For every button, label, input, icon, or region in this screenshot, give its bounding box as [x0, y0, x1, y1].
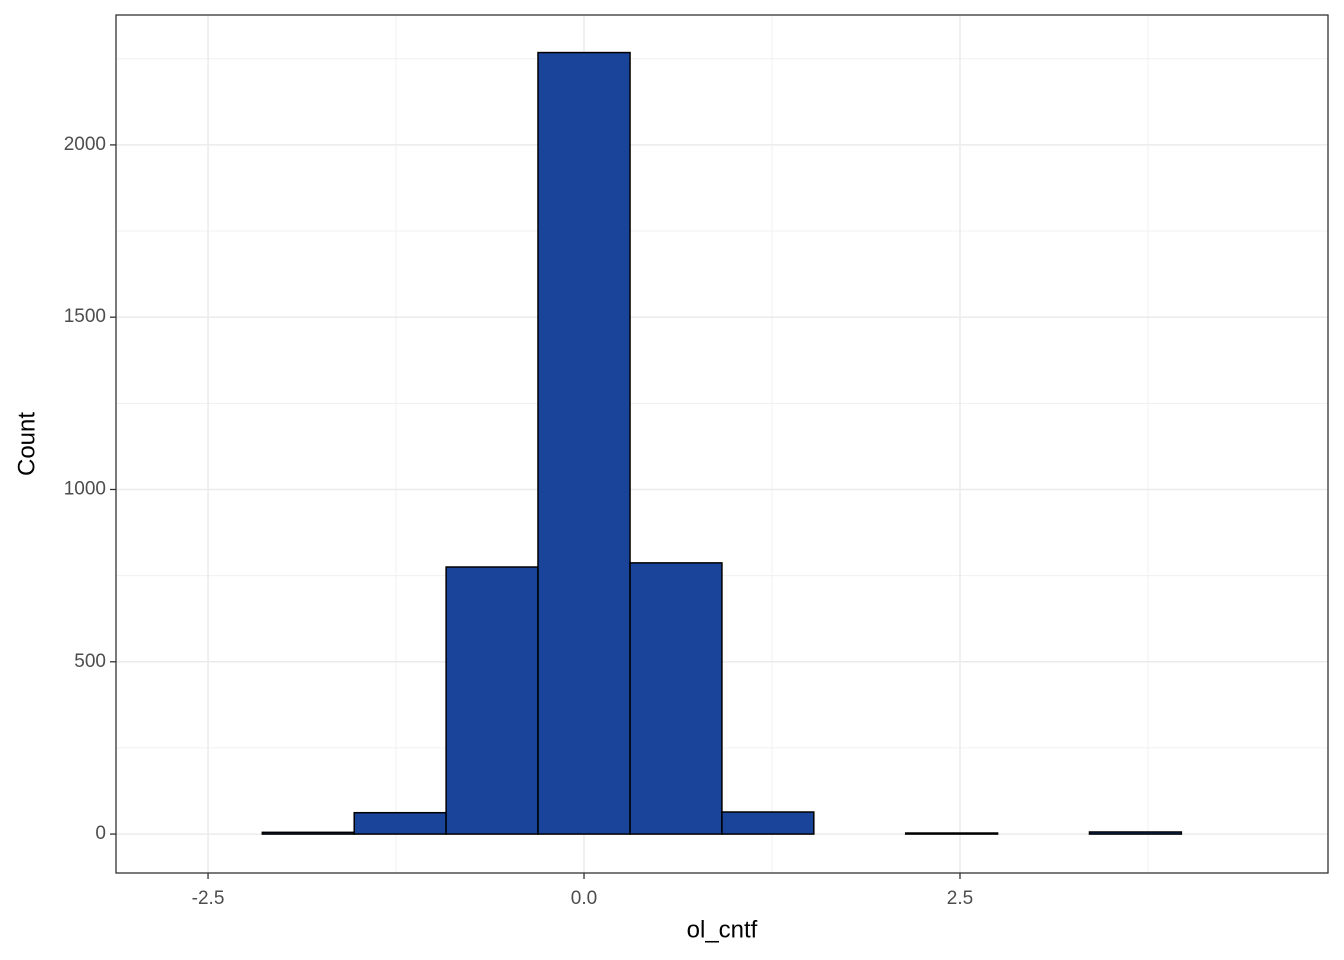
bars: [261, 51, 1183, 835]
y-tick-label: 1000: [64, 478, 106, 499]
bar: [261, 831, 355, 835]
y-tick-label: 0: [95, 823, 106, 844]
bar: [445, 566, 539, 835]
x-tick-label: 0.0: [571, 888, 597, 909]
y-tick-label: 2000: [64, 134, 106, 155]
bar: [537, 51, 631, 835]
x-tick-label: 2.5: [947, 888, 973, 909]
bar: [1088, 831, 1183, 835]
x-axis-title: ol_cntf: [687, 916, 758, 943]
x-tick-label: -2.5: [192, 888, 225, 909]
bar: [904, 832, 999, 835]
bar: [721, 811, 815, 835]
y-tick-label: 500: [74, 651, 106, 672]
bar: [353, 811, 447, 835]
bar: [629, 562, 723, 835]
y-tick-label: 1500: [64, 306, 106, 327]
panel-border: [115, 14, 1329, 874]
y-axis-title: Count: [13, 412, 40, 476]
